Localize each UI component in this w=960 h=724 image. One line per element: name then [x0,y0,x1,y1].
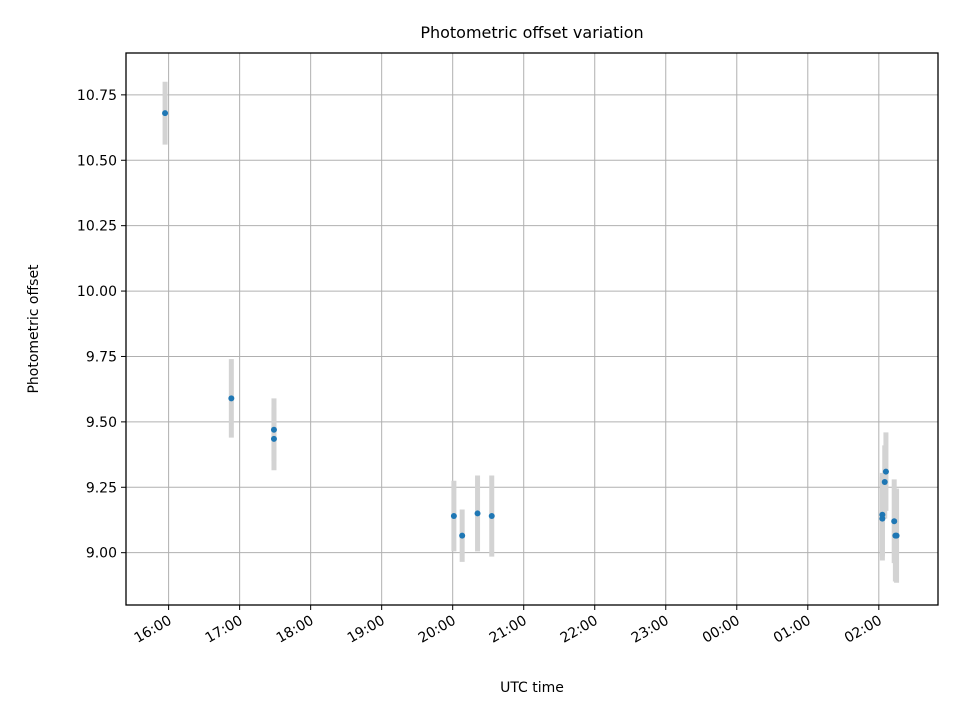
data-point [270,426,277,433]
y-tick-label: 9.50 [86,415,117,431]
data-point [881,479,888,486]
grid [126,53,938,605]
y-tick-label: 10.00 [77,284,117,300]
y-tick-label: 9.00 [86,546,117,562]
chart-title: Photometric offset variation [420,23,643,42]
data-point [162,110,169,117]
y-tick-label: 10.25 [77,219,117,235]
y-tick-label: 10.75 [77,88,117,104]
data-point [450,513,457,520]
data-point [488,513,495,520]
data-point [459,532,466,539]
x-axis-label: UTC time [500,680,564,696]
data-point [879,515,886,522]
data-point [891,518,898,525]
data-point [228,395,235,402]
data-point [270,435,277,442]
data-points [162,110,900,539]
y-tick-label: 9.75 [86,349,117,365]
y-tick-label: 9.25 [86,480,117,496]
data-point [893,532,900,539]
y-axis-label: Photometric offset [26,264,42,394]
plot-frame [125,52,939,606]
data-point [882,468,889,475]
y-tick-label: 10.50 [77,153,117,169]
data-point [474,510,481,517]
y-axis: 9.00 9.25 9.50 9.75 10.00 10.25 10.50 10.75 [77,88,126,562]
